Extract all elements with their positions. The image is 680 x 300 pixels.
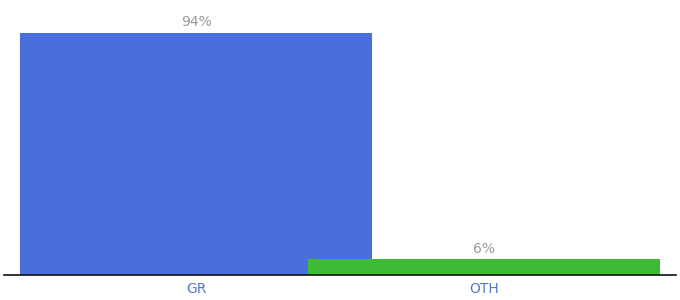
Text: 6%: 6%	[473, 242, 495, 256]
Bar	[308, 260, 660, 275]
Text: 94%: 94%	[181, 15, 211, 29]
Bar	[20, 32, 372, 275]
